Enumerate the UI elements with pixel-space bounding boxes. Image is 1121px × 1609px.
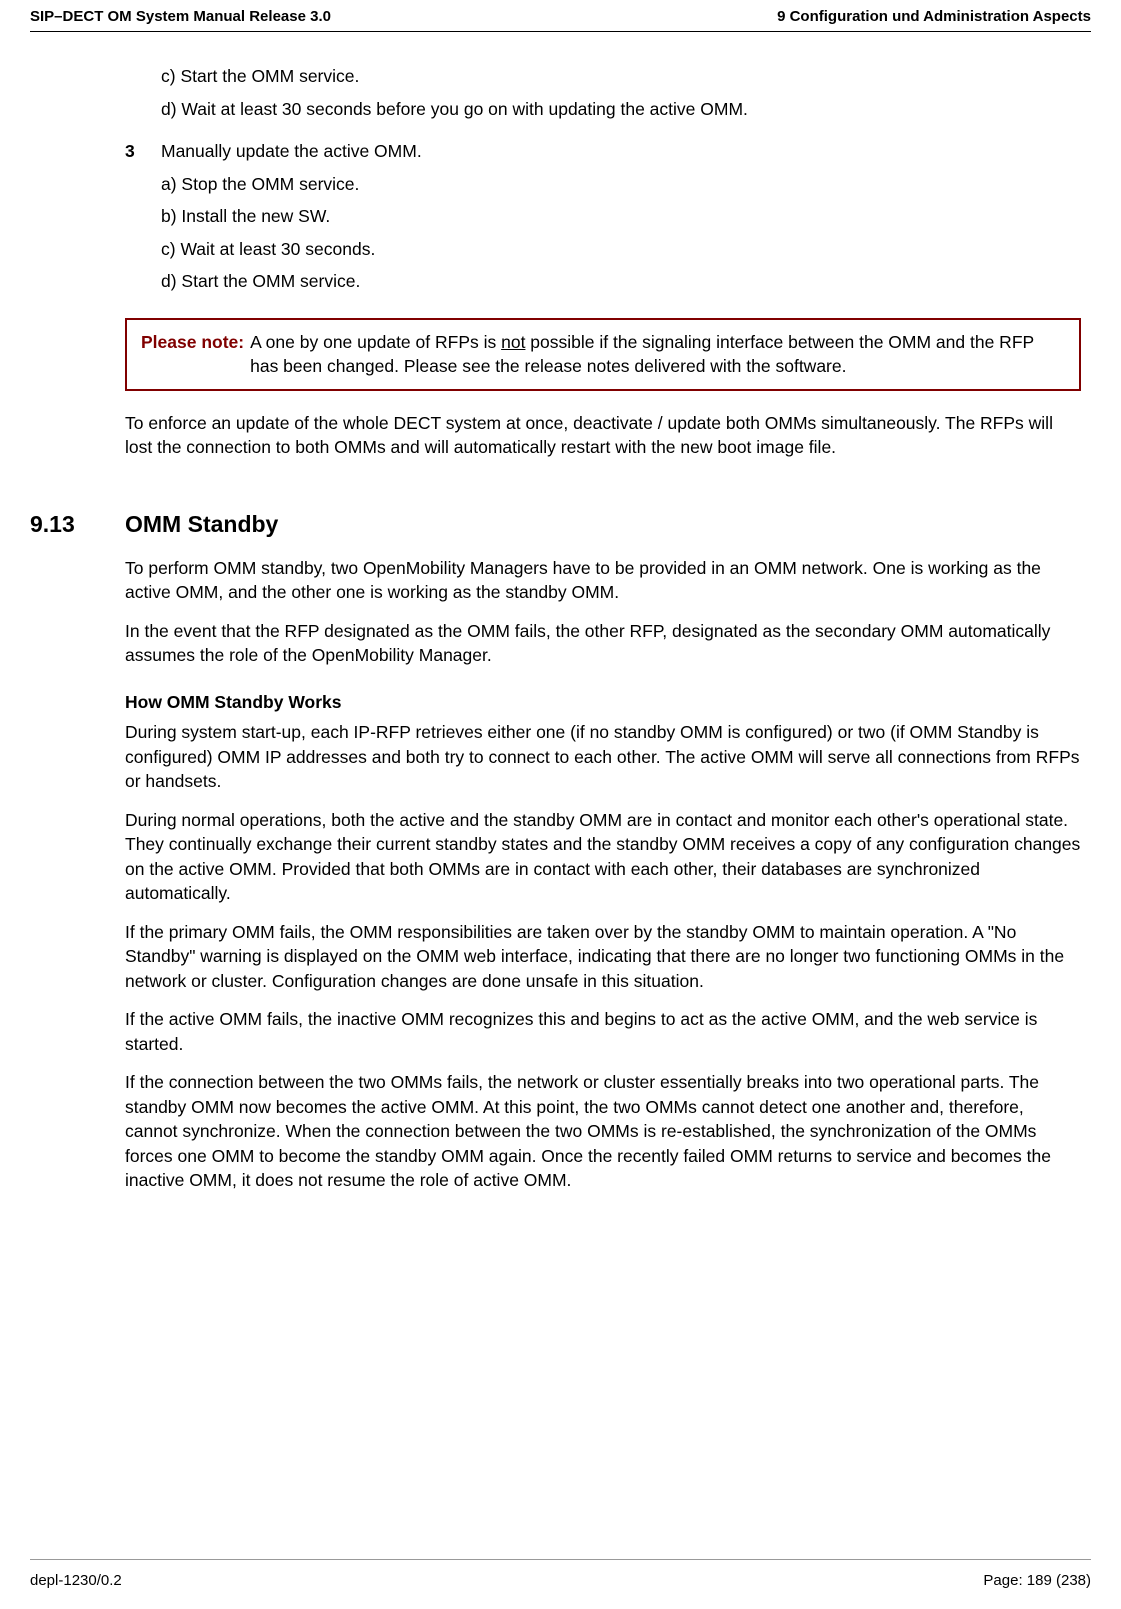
- paragraph: If the active OMM fails, the inactive OM…: [125, 1007, 1081, 1056]
- page-footer: depl-1230/0.2 Page: 189 (238): [30, 1559, 1091, 1591]
- section-number: 9.13: [30, 508, 125, 540]
- note-text-pre: A one by one update of RFPs is: [250, 332, 501, 352]
- paragraph: To enforce an update of the whole DECT s…: [125, 411, 1081, 460]
- note-text-underline: not: [501, 332, 525, 352]
- paragraph: To perform OMM standby, two OpenMobility…: [125, 556, 1081, 605]
- list-item: b) Install the new SW.: [125, 204, 1081, 229]
- paragraph: During normal operations, both the activ…: [125, 808, 1081, 906]
- section-heading: 9.13 OMM Standby: [125, 508, 1081, 540]
- header-right: 9 Configuration und Administration Aspec…: [777, 6, 1091, 27]
- footer-left: depl-1230/0.2: [30, 1570, 122, 1591]
- paragraph: In the event that the RFP designated as …: [125, 619, 1081, 668]
- paragraph: If the primary OMM fails, the OMM respon…: [125, 920, 1081, 994]
- list-item: d) Wait at least 30 seconds before you g…: [125, 97, 1081, 122]
- note-text: A one by one update of RFPs is not possi…: [250, 330, 1065, 379]
- step-number: 3: [125, 139, 161, 164]
- step-text: Manually update the active OMM.: [161, 139, 422, 164]
- numbered-step: 3 Manually update the active OMM.: [125, 139, 1081, 164]
- list-item: c) Wait at least 30 seconds.: [125, 237, 1081, 262]
- section-title: OMM Standby: [125, 508, 278, 540]
- page-header: SIP–DECT OM System Manual Release 3.0 9 …: [30, 0, 1091, 32]
- list-item: c) Start the OMM service.: [125, 64, 1081, 89]
- list-item: d) Start the OMM service.: [125, 269, 1081, 294]
- sub-heading: How OMM Standby Works: [125, 690, 1081, 715]
- header-left: SIP–DECT OM System Manual Release 3.0: [30, 6, 331, 27]
- paragraph: If the connection between the two OMMs f…: [125, 1070, 1081, 1193]
- footer-right: Page: 189 (238): [983, 1570, 1091, 1591]
- paragraph: During system start-up, each IP-RFP retr…: [125, 720, 1081, 794]
- note-box: Please note: A one by one update of RFPs…: [125, 318, 1081, 391]
- list-item: a) Stop the OMM service.: [125, 172, 1081, 197]
- main-content: c) Start the OMM service. d) Wait at lea…: [30, 32, 1091, 1193]
- note-label: Please note:: [141, 330, 250, 379]
